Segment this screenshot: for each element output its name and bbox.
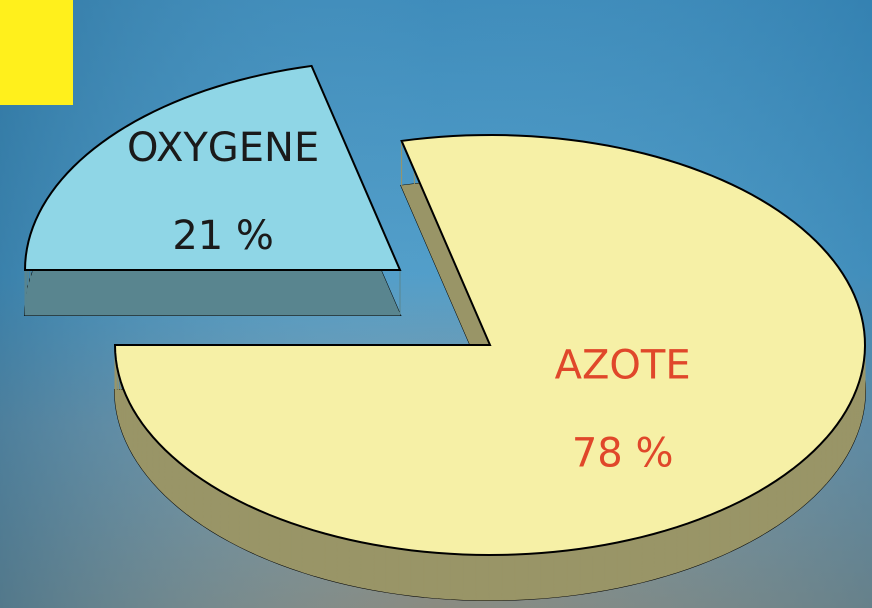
slice-label: AZOTE bbox=[555, 342, 691, 388]
slice-value-label: 21 % bbox=[172, 213, 274, 259]
yellow-block bbox=[0, 0, 73, 105]
slice-label: OXYGENE bbox=[127, 125, 319, 171]
slice-value-label: 78 % bbox=[572, 430, 674, 476]
page: OXYGENE21 %AZOTE78 % (() => { const data… bbox=[0, 0, 872, 608]
chart: OXYGENE 21 % AZOTE 78 % bbox=[0, 0, 872, 608]
